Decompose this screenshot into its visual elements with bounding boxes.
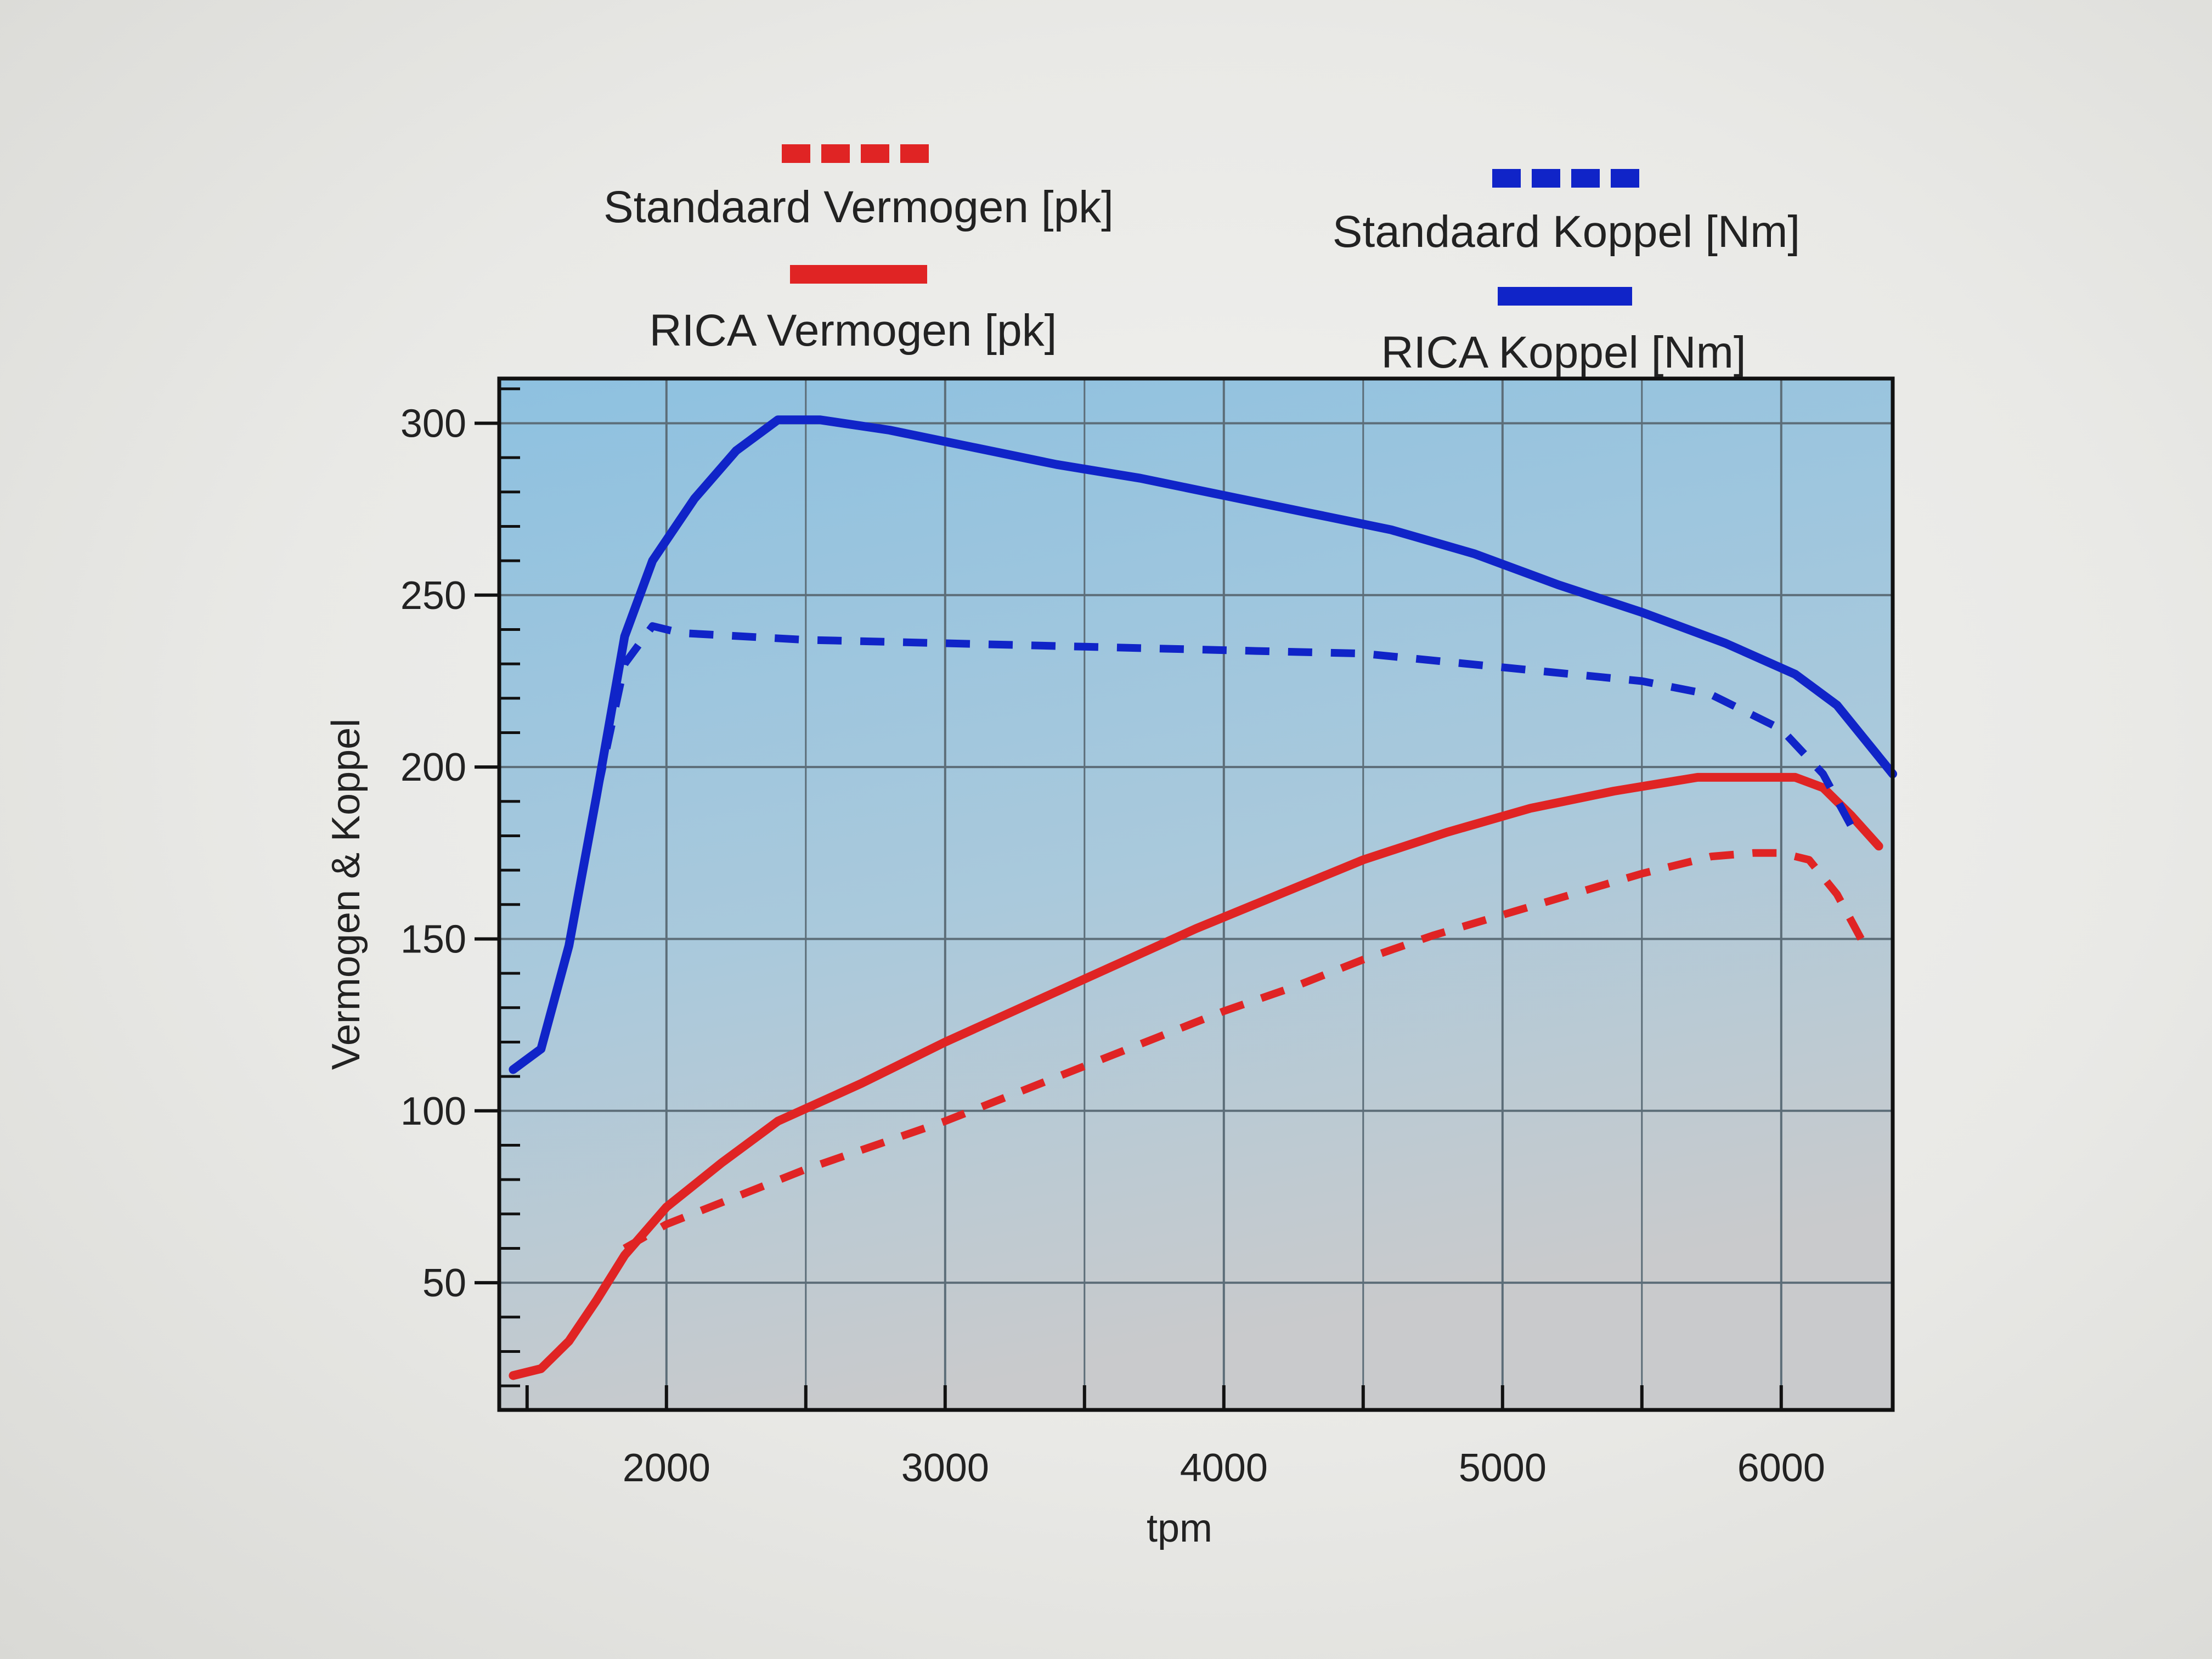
y-tick-label: 150 [400,917,466,961]
plot-area [499,379,1893,1410]
x-tick-label: 2000 [623,1446,710,1490]
legend-item-standaard-vermogen: Standaard Vermogen [pk] [603,144,1114,232]
axes: 50 100 150 200 250 300 2000 3000 4000 5000 6000 [400,387,1825,1490]
legend-item-standaard-koppel: Standaard Koppel [Nm] [1333,169,1800,257]
x-tick-label: 5000 [1459,1446,1547,1490]
series-layer [509,415,1897,1380]
y-tick-label: 300 [400,402,466,445]
plot-frame [497,376,1895,1412]
x-tick-label: 3000 [901,1446,989,1490]
x-tick-label: 4000 [1180,1446,1268,1490]
x-tick-label: 6000 [1737,1446,1825,1490]
series-line-rica-koppel-nm [509,415,1897,1074]
y-tick-label: 250 [400,574,466,618]
legend-label-standaard-koppel: Standaard Koppel [Nm] [1333,207,1800,257]
legend-label-standaard-vermogen: Standaard Vermogen [pk] [603,182,1114,232]
series-line-standaard-vermogen-pk [623,849,1869,1252]
gridlines [499,379,1893,1410]
legend-label-rica-vermogen: RICA Vermogen [pk] [650,306,1057,356]
y-tick-label: 50 [422,1261,466,1305]
legend-item-rica-koppel: RICA Koppel [Nm] [1381,287,1746,377]
y-tick-label: 100 [400,1090,466,1133]
legend-item-rica-vermogen: RICA Vermogen [pk] [650,265,1057,356]
legend-label-rica-koppel: RICA Koppel [Nm] [1381,328,1746,377]
legend: Standaard Vermogen [pk] RICA Vermogen [p… [603,144,1800,377]
y-axis-title: Vermogen & Koppel [324,719,368,1070]
x-axis-title: tpm [1147,1506,1212,1550]
y-tick-label: 200 [400,746,466,789]
series-line-rica-vermogen-pk [509,772,1883,1380]
